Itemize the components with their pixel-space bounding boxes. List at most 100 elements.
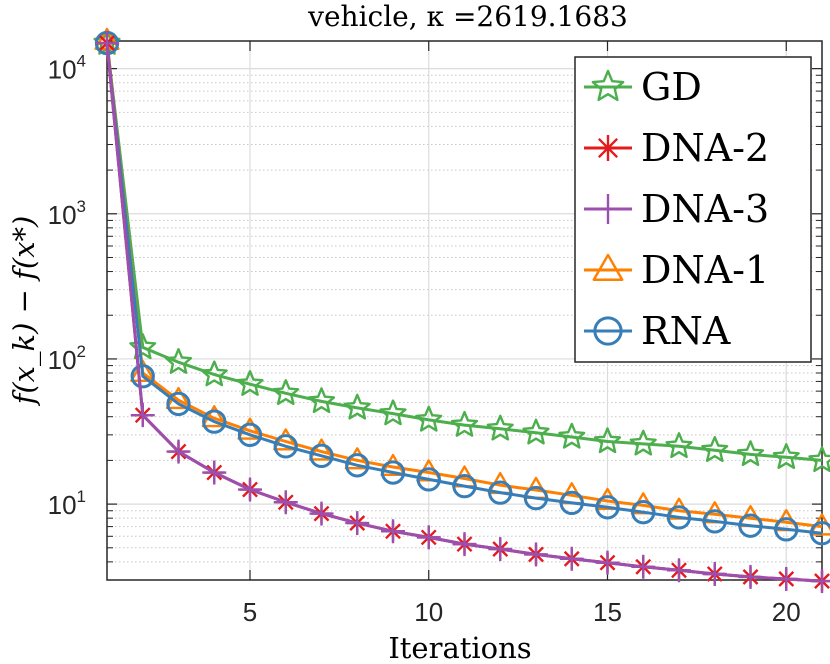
data-point xyxy=(452,473,477,499)
data-point xyxy=(202,460,227,485)
data-point xyxy=(631,499,656,525)
data-point xyxy=(309,443,334,469)
data-point xyxy=(166,391,191,417)
legend-item: DNA-3 xyxy=(584,187,769,231)
legend-marker xyxy=(592,253,624,281)
data-point xyxy=(593,427,622,454)
data-point xyxy=(202,409,227,434)
data-point xyxy=(309,501,334,526)
data-point xyxy=(702,561,727,586)
marker-stroke xyxy=(597,137,619,159)
x-tick-label: 20 xyxy=(772,597,801,627)
legend-label: GD xyxy=(641,65,702,109)
series-dna-3 xyxy=(95,31,830,594)
data-point xyxy=(488,480,513,505)
data-point xyxy=(344,447,370,470)
data-point xyxy=(450,410,479,437)
legend-label: DNA-3 xyxy=(641,187,769,231)
legend-item: GD xyxy=(584,65,702,109)
data-point xyxy=(736,440,765,467)
series-line xyxy=(105,42,823,462)
series-layer xyxy=(93,27,830,594)
data-point xyxy=(810,569,830,594)
data-point xyxy=(95,31,119,56)
x-axis-label: Iterations xyxy=(388,631,531,664)
legend-marker xyxy=(595,135,621,161)
data-point xyxy=(488,537,513,562)
y-tick-label-exponent: 3 xyxy=(77,197,86,216)
data-point xyxy=(701,436,729,462)
data-point xyxy=(273,428,299,451)
data-point xyxy=(273,434,298,459)
legend-item: DNA-1 xyxy=(584,248,769,292)
y-tick-label-base: 10 xyxy=(48,345,77,375)
y-tick-label: 102 xyxy=(48,342,86,375)
x-tick-label: 5 xyxy=(243,597,257,627)
data-point xyxy=(380,460,406,485)
legend-marker xyxy=(593,194,623,224)
data-point xyxy=(130,403,155,428)
y-tick-label-exponent: 2 xyxy=(77,342,86,361)
chart-title: vehicle, κ =2619.1683 xyxy=(307,0,628,33)
data-point xyxy=(486,414,514,441)
legend-label: DNA-1 xyxy=(641,248,769,292)
data-point xyxy=(129,333,157,360)
data-point xyxy=(808,446,830,473)
data-point xyxy=(558,422,586,449)
legend-marker xyxy=(591,69,625,102)
data-point xyxy=(559,490,584,516)
data-point xyxy=(774,566,799,591)
data-point xyxy=(237,422,263,448)
y-tick-label-exponent: 4 xyxy=(77,52,86,71)
data-point xyxy=(201,405,227,428)
plot-frame xyxy=(106,40,823,581)
y-tick-label-base: 10 xyxy=(48,490,77,520)
data-point xyxy=(702,509,727,534)
data-point xyxy=(738,564,763,589)
legend-item: DNA-2 xyxy=(584,126,769,170)
data-point xyxy=(667,558,691,583)
data-point xyxy=(774,517,799,542)
y-tick-label-base: 10 xyxy=(48,200,77,230)
data-point xyxy=(666,505,692,530)
y-axis-label-display: f(x_k) − f(x*) xyxy=(7,216,42,407)
data-point xyxy=(522,418,550,445)
data-point xyxy=(166,439,191,464)
data-point xyxy=(379,399,407,426)
data-point xyxy=(416,467,441,492)
y-tick-label-exponent: 1 xyxy=(77,487,86,506)
data-point xyxy=(200,360,228,387)
data-point xyxy=(381,519,405,544)
data-point xyxy=(237,417,263,440)
data-point xyxy=(595,550,620,575)
x-tick-label: 10 xyxy=(414,597,443,627)
data-point xyxy=(307,387,336,414)
y-axis-label: f(x_k) − f(x*) xyxy=(7,216,42,407)
data-point xyxy=(523,485,549,511)
legend-label: DNA-2 xyxy=(641,126,769,170)
data-point xyxy=(629,429,657,456)
data-point xyxy=(772,443,800,469)
data-point xyxy=(345,511,370,536)
legend: GD DNA-2 DNA-3 DNA-1 RNA xyxy=(574,56,812,363)
data-point xyxy=(631,554,656,579)
y-tick-label: 103 xyxy=(48,197,86,230)
data-point xyxy=(416,525,441,550)
data-point xyxy=(130,364,155,389)
data-point xyxy=(524,542,548,567)
data-point xyxy=(236,370,264,396)
data-point xyxy=(308,438,335,461)
y-tick-label: 101 xyxy=(48,487,86,520)
x-tick-label: 15 xyxy=(593,597,622,627)
data-point xyxy=(273,490,298,515)
data-point xyxy=(559,546,584,571)
data-point xyxy=(345,453,370,478)
data-point xyxy=(272,379,300,405)
data-point xyxy=(665,432,693,459)
legend-label: RNA xyxy=(641,309,731,353)
y-tick-label-base: 10 xyxy=(48,55,77,85)
series-rna xyxy=(94,30,830,546)
y-tick-label: 104 xyxy=(48,52,86,85)
